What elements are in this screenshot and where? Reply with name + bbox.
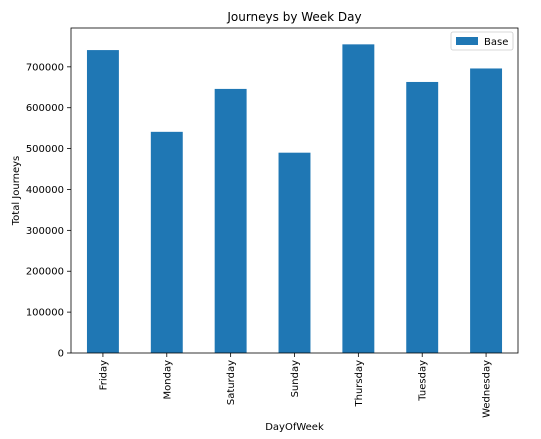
x-axis-title: DayOfWeek <box>265 422 324 433</box>
y-tick-label: 700000 <box>26 62 64 73</box>
legend: Base <box>450 31 514 51</box>
y-tick-label: 600000 <box>26 103 64 114</box>
y-tick-label: 100000 <box>26 308 64 319</box>
y-tick-label: 200000 <box>26 267 64 278</box>
y-axis-title: Total Journeys <box>11 156 22 227</box>
x-tick-label: Monday <box>162 360 173 400</box>
bars-group <box>86 44 503 354</box>
x-tick-label: Wednesday <box>482 360 493 418</box>
legend-swatch <box>456 37 478 45</box>
y-tick-label: 400000 <box>26 185 64 196</box>
y-tick-label: 300000 <box>26 226 64 237</box>
bar-sunday <box>278 152 311 353</box>
legend-box <box>450 31 514 51</box>
y-tick-label: 0 <box>58 349 64 360</box>
x-tick-label: Tuesday <box>418 360 429 402</box>
x-tick-label: Sunday <box>290 360 301 397</box>
bar-friday <box>86 50 119 353</box>
plot-frame <box>70 27 519 354</box>
y-axis: 0 100000 200000 300000 400000 500000 600000 700… <box>26 62 71 360</box>
y-tick-label: 500000 <box>26 144 64 155</box>
bar-wednesday <box>470 68 503 354</box>
bar-tuesday <box>406 81 439 353</box>
x-axis: Friday Monday Saturday Sunday Thursday Tuesda… <box>98 353 493 418</box>
chart-title: Journeys by Week Day <box>226 10 361 24</box>
bar-thursday <box>342 44 375 353</box>
legend-label: Base <box>484 37 508 48</box>
x-tick-label: Thursday <box>354 360 365 408</box>
x-tick-label: Friday <box>98 360 109 390</box>
x-tick-label: Saturday <box>226 360 237 405</box>
bar-monday <box>150 131 183 353</box>
bar-saturday <box>214 88 247 353</box>
